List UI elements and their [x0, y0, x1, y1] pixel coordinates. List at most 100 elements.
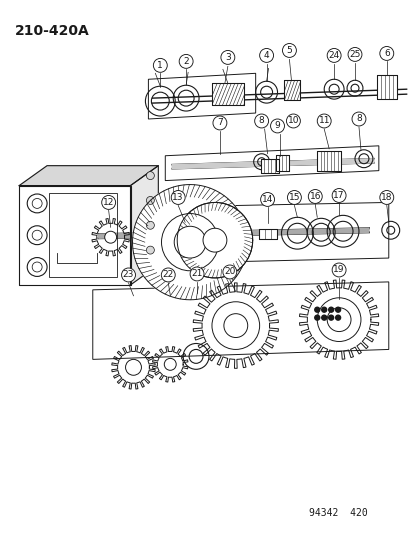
Polygon shape — [19, 185, 130, 285]
Circle shape — [326, 49, 340, 62]
Text: 18: 18 — [380, 193, 392, 202]
Text: 14: 14 — [261, 195, 273, 204]
Circle shape — [164, 358, 176, 370]
Ellipse shape — [32, 230, 42, 240]
Bar — [211, 83, 243, 105]
Circle shape — [270, 119, 284, 133]
Bar — [258, 229, 276, 239]
Circle shape — [102, 196, 115, 209]
Text: 21: 21 — [191, 270, 202, 278]
Circle shape — [316, 298, 360, 342]
Polygon shape — [165, 146, 378, 181]
Bar — [316, 151, 340, 171]
Text: 2: 2 — [183, 57, 188, 66]
Circle shape — [328, 307, 333, 312]
Polygon shape — [93, 203, 388, 265]
Bar — [49, 193, 116, 277]
Text: 1: 1 — [157, 61, 163, 70]
Bar — [211, 83, 243, 105]
Circle shape — [351, 112, 365, 126]
Ellipse shape — [27, 226, 47, 245]
Circle shape — [177, 203, 252, 278]
Text: 8: 8 — [258, 117, 264, 125]
Circle shape — [153, 59, 167, 72]
Ellipse shape — [27, 257, 47, 277]
Bar — [284, 80, 300, 100]
Circle shape — [174, 227, 206, 258]
Text: 210-420A: 210-420A — [15, 23, 90, 38]
Text: 3: 3 — [224, 53, 230, 62]
Polygon shape — [132, 184, 247, 300]
Circle shape — [335, 307, 340, 312]
Polygon shape — [148, 74, 255, 119]
Text: 6: 6 — [383, 49, 389, 58]
Circle shape — [308, 190, 321, 204]
Text: 16: 16 — [309, 192, 320, 201]
Polygon shape — [98, 228, 368, 238]
Text: 17: 17 — [332, 191, 344, 200]
Bar — [376, 75, 396, 99]
Circle shape — [104, 231, 116, 243]
Circle shape — [260, 192, 274, 206]
Circle shape — [221, 51, 234, 64]
Text: 23: 23 — [123, 270, 134, 279]
Circle shape — [328, 315, 333, 320]
Ellipse shape — [32, 262, 42, 272]
Ellipse shape — [146, 221, 154, 229]
Circle shape — [282, 44, 296, 58]
Circle shape — [161, 268, 175, 282]
Ellipse shape — [146, 197, 154, 205]
Text: 13: 13 — [172, 193, 183, 202]
Circle shape — [223, 314, 247, 337]
Polygon shape — [130, 166, 158, 285]
Text: 12: 12 — [103, 198, 114, 207]
Bar — [316, 151, 340, 171]
Circle shape — [259, 49, 273, 62]
Circle shape — [335, 315, 340, 320]
Polygon shape — [19, 166, 158, 185]
Circle shape — [179, 54, 192, 68]
Circle shape — [212, 116, 226, 130]
Circle shape — [254, 114, 268, 128]
Text: 24: 24 — [328, 51, 339, 60]
Circle shape — [316, 114, 330, 128]
Circle shape — [331, 189, 345, 203]
Polygon shape — [93, 282, 388, 359]
Text: 94342  420: 94342 420 — [309, 508, 367, 518]
Text: 9: 9 — [274, 122, 280, 131]
Polygon shape — [172, 159, 373, 168]
Circle shape — [347, 47, 361, 61]
Circle shape — [287, 190, 301, 205]
Text: 5: 5 — [286, 46, 292, 55]
Bar — [376, 75, 396, 99]
Circle shape — [222, 265, 236, 279]
Ellipse shape — [146, 246, 154, 254]
Circle shape — [379, 190, 393, 205]
Bar — [275, 155, 289, 171]
Text: 15: 15 — [288, 193, 299, 202]
Ellipse shape — [32, 198, 42, 208]
Text: 22: 22 — [162, 270, 173, 279]
Bar — [258, 229, 276, 239]
Bar — [260, 159, 278, 173]
Circle shape — [161, 214, 218, 271]
Ellipse shape — [146, 172, 154, 180]
Circle shape — [314, 307, 319, 312]
Text: 25: 25 — [349, 50, 360, 59]
Bar — [284, 80, 300, 100]
Ellipse shape — [27, 194, 47, 213]
Circle shape — [321, 315, 326, 320]
Text: 11: 11 — [318, 117, 329, 125]
Circle shape — [286, 114, 300, 128]
Text: 19: 19 — [332, 265, 344, 274]
Circle shape — [121, 268, 135, 282]
Circle shape — [202, 228, 226, 252]
Circle shape — [190, 267, 204, 281]
Circle shape — [331, 263, 345, 277]
Text: 4: 4 — [263, 51, 269, 60]
Circle shape — [326, 308, 350, 332]
Circle shape — [211, 302, 259, 350]
Text: 8: 8 — [355, 115, 361, 124]
Bar — [260, 159, 278, 173]
Text: 10: 10 — [287, 117, 299, 125]
